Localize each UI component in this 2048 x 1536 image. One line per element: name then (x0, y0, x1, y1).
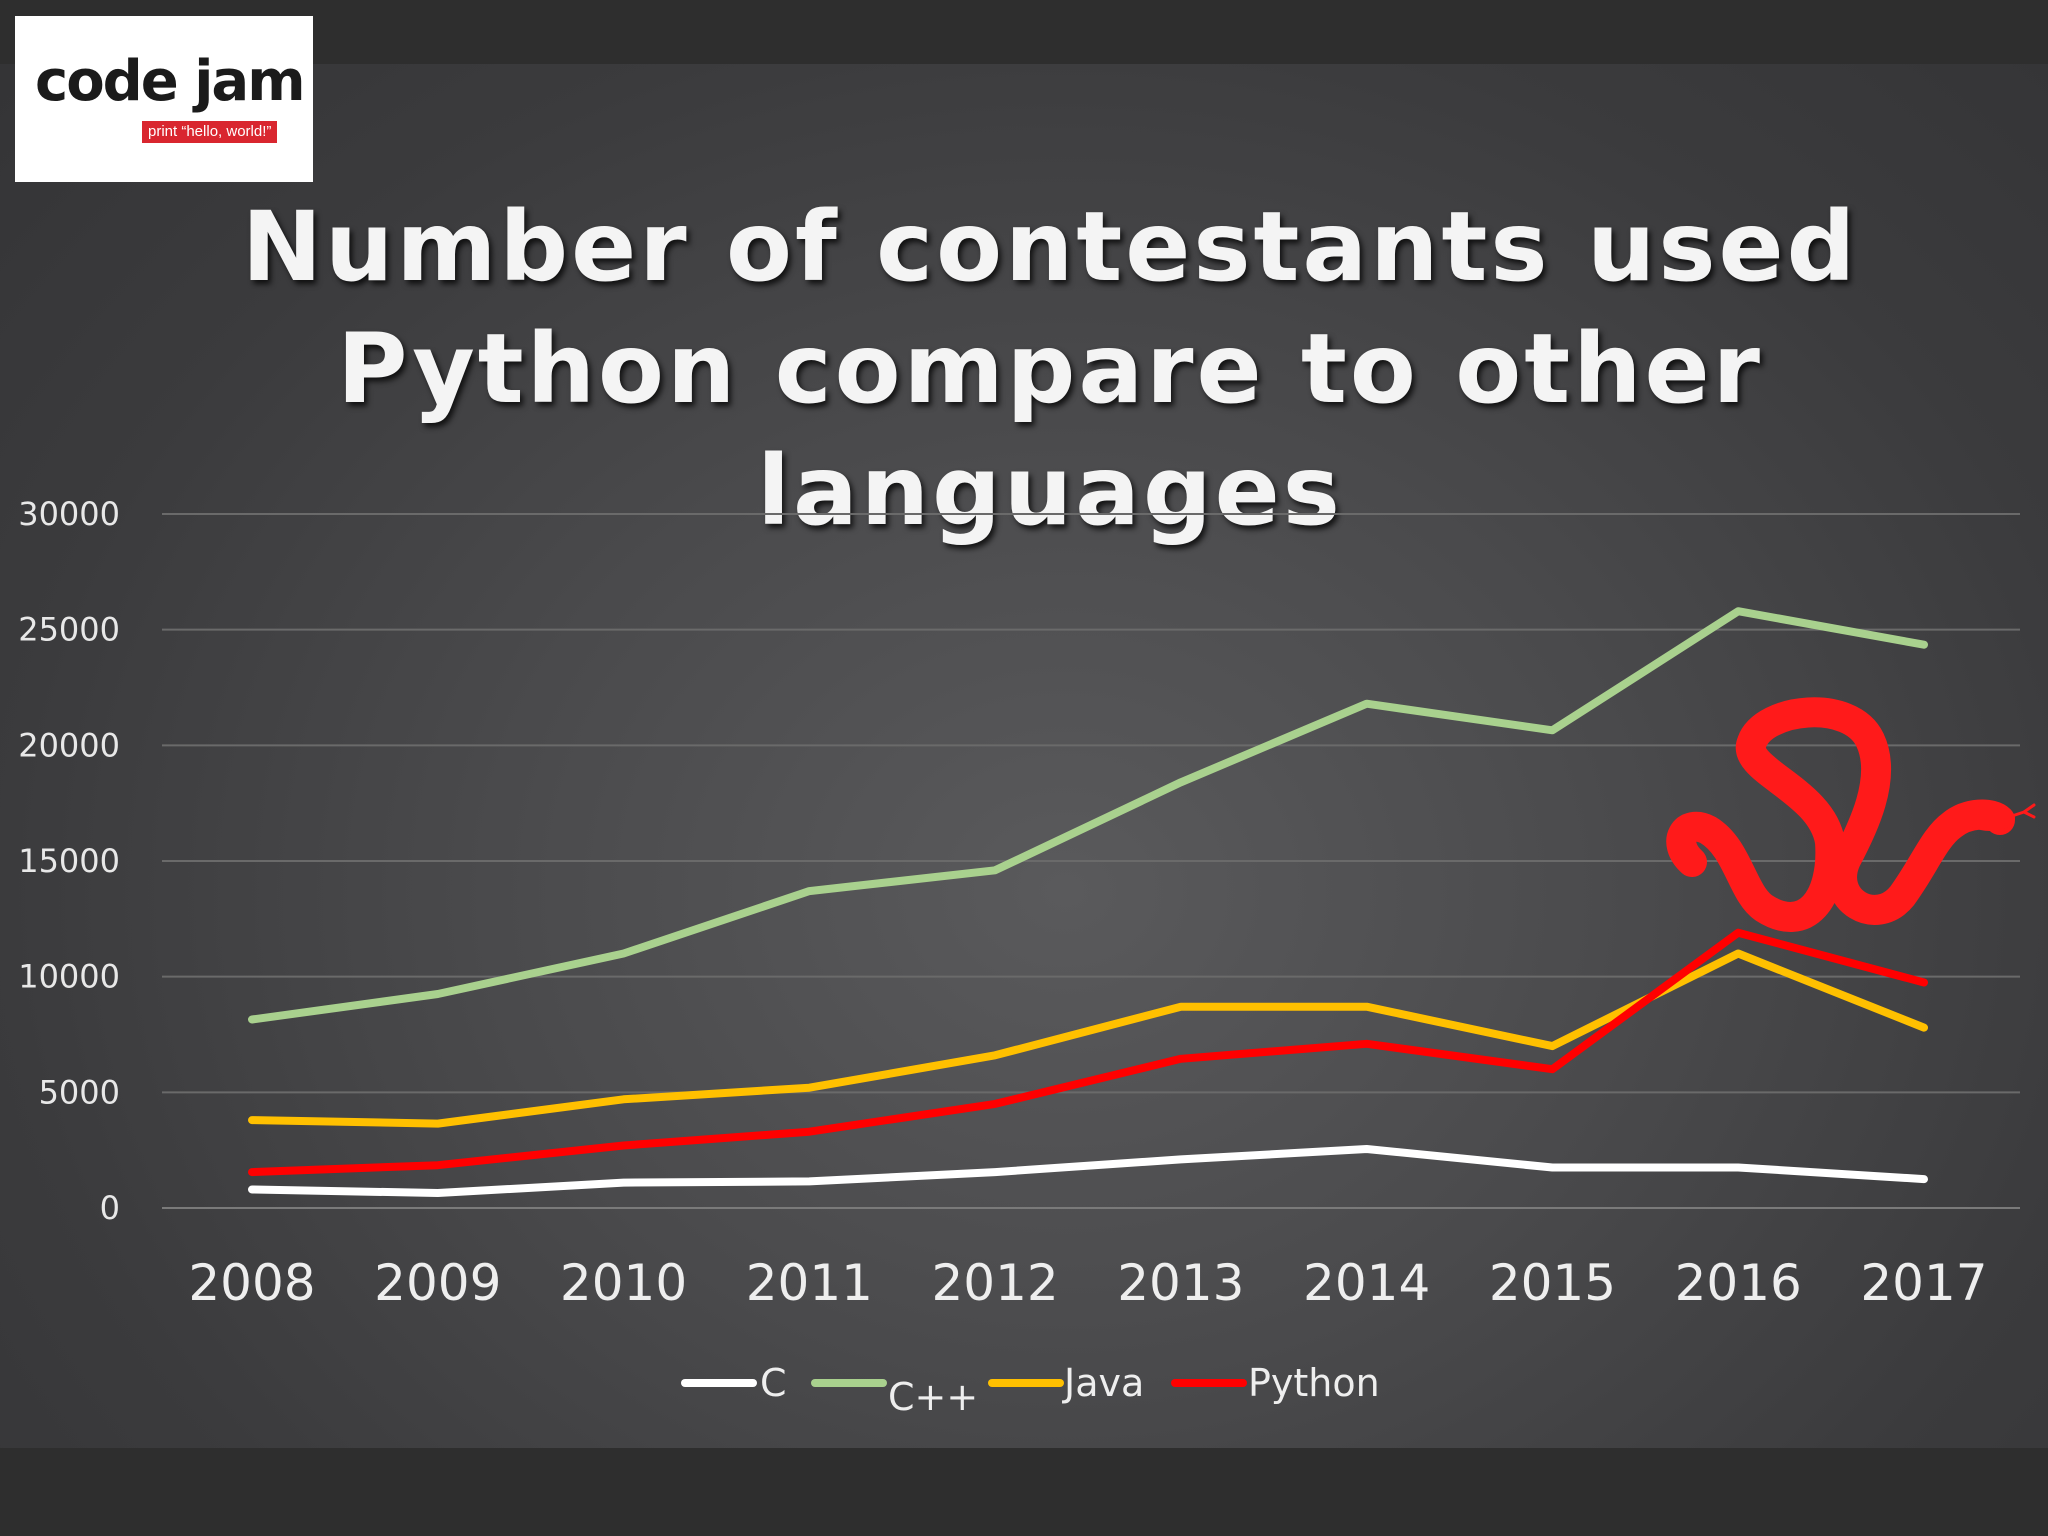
legend-label: Java (1062, 1361, 1144, 1405)
x-tick-label: 2009 (374, 1254, 501, 1312)
y-tick-label: 5000 (39, 1073, 120, 1111)
series-line-c (248, 1145, 1928, 1197)
x-tick-label: 2010 (560, 1254, 687, 1312)
y-tick-label: 25000 (18, 611, 120, 649)
logo-tagline: print “hello, world!” (142, 121, 278, 143)
x-tick-label: 2016 (1675, 1254, 1802, 1312)
x-tick-label: 2014 (1303, 1254, 1430, 1312)
series-lines (248, 607, 1928, 1197)
x-tick-label: 2013 (1117, 1254, 1244, 1312)
code-jam-logo: code jam print “hello, world!” (15, 16, 313, 182)
series-line-cpp (248, 607, 1928, 1024)
python-snake-icon (1666, 697, 2036, 932)
x-tick-label: 2008 (188, 1254, 315, 1312)
x-axis-tick-labels: 2008 2009 2010 2011 2012 2013 2014 2015 2016 2017 (188, 1254, 1987, 1312)
legend-label: C++ (888, 1375, 978, 1419)
y-tick-label: 30000 (18, 495, 120, 533)
y-tick-label: 20000 (18, 726, 120, 764)
chart-title: Number of contestants used Python compar… (241, 191, 1859, 547)
top-band (0, 0, 2048, 64)
gridlines (162, 513, 2020, 1209)
y-tick-label: 0 (100, 1189, 120, 1227)
y-tick-label: 15000 (18, 842, 120, 880)
legend: C C++ Java Python (681, 1361, 1380, 1419)
y-tick-label: 10000 (18, 958, 120, 996)
x-tick-label: 2017 (1860, 1254, 1987, 1312)
x-tick-label: 2011 (746, 1254, 873, 1312)
x-tick-label: 2012 (931, 1254, 1058, 1312)
x-tick-label: 2015 (1489, 1254, 1616, 1312)
legend-label: Python (1248, 1361, 1380, 1405)
logo-wordmark: code jam (35, 49, 306, 114)
bottom-band (0, 1448, 2048, 1536)
series-line-python (248, 928, 1928, 1177)
y-axis-tick-labels: 0 5000 10000 15000 20000 25000 30000 (18, 495, 120, 1227)
legend-label: C (760, 1361, 787, 1405)
